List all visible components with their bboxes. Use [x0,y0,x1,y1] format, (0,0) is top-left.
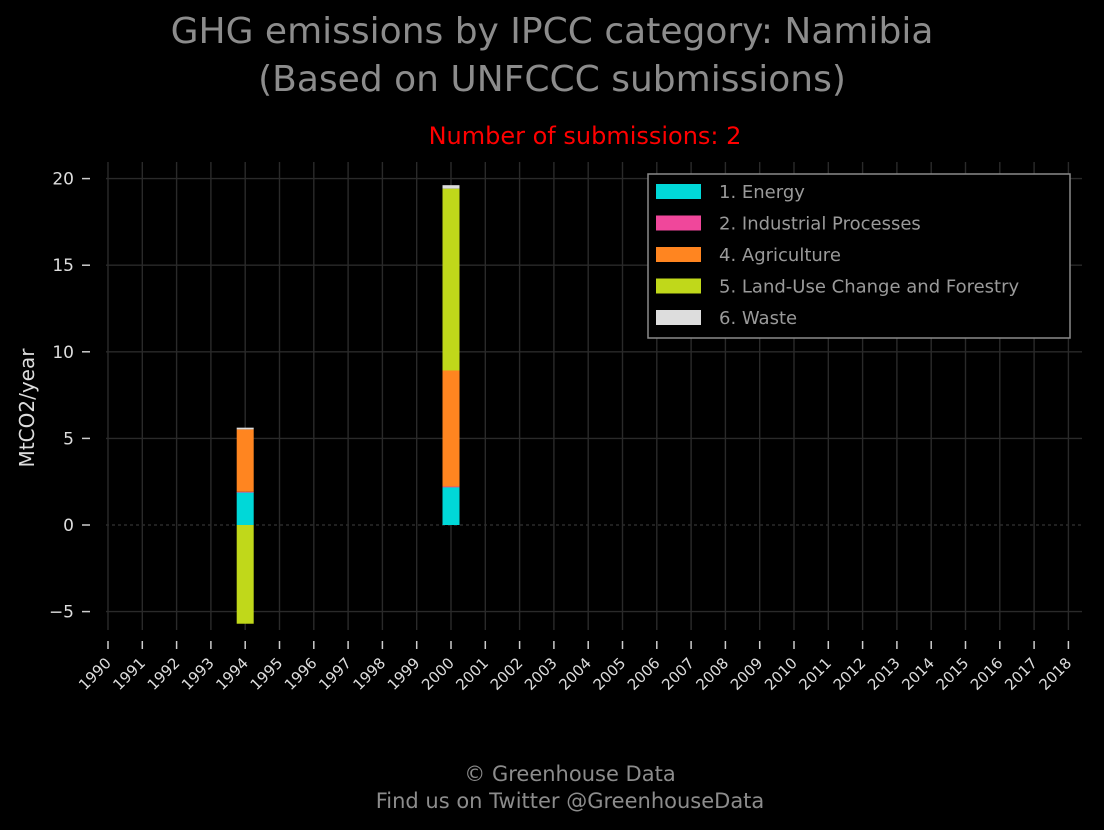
legend-label: 2. Industrial Processes [719,214,921,235]
x-tick-label: 2014 [898,654,938,694]
x-tick-label: 1992 [144,654,184,694]
bar-segment [442,185,460,189]
y-tick-label: 20 [52,170,74,190]
y-tick-label: 0 [63,516,74,536]
x-tick-label: 2016 [967,654,1007,694]
y-tick-label: −5 [49,603,74,623]
x-tick-label: 1998 [349,654,389,694]
legend-swatch [656,215,701,231]
y-axis-label: MtCO2/year [15,348,39,468]
x-tick-label: 2010 [761,654,801,694]
legend-swatch [656,247,701,262]
x-tick-label: 2009 [727,654,767,694]
y-tick-label: 10 [52,343,74,363]
chart-title-line-2: (Based on UNFCCC submissions) [258,59,846,100]
x-tick-label: 2018 [1035,654,1075,694]
bar-segment [442,486,460,525]
x-tick-label: 1999 [384,654,424,694]
x-tick-label: 1997 [315,654,355,694]
bar-segment [236,492,254,525]
x-tick-label: 2006 [624,654,664,694]
x-tick-label: 2005 [590,654,630,694]
x-tick-label: 2007 [658,654,698,694]
legend-box [647,173,1071,339]
x-tick-label: 2001 [452,654,492,694]
legend-label: 4. Agriculture [719,245,841,266]
x-tick-label: 2017 [1001,654,1041,694]
x-tick-label: 1994 [212,654,252,694]
y-tick-label: 15 [52,256,74,276]
x-tick-label: 2002 [487,654,527,694]
legend-swatch [656,184,701,199]
legend-label: 5. Land-Use Change and Forestry [719,277,1019,298]
x-tick-label: 2015 [933,654,973,694]
y-tick-label: 5 [63,429,74,449]
legend-swatch [656,278,701,294]
x-tick-label: 2012 [830,654,870,694]
legend-swatch [656,310,701,325]
x-tick-label: 1991 [109,654,149,694]
x-tick-label: 2000 [418,654,458,694]
legend-label: 6. Waste [719,308,797,329]
x-tick-label: 1996 [281,654,321,694]
x-tick-label: 2008 [692,654,732,694]
bar-segment [442,188,460,371]
bar-segment [442,486,460,488]
submissions-count-subtitle: Number of submissions: 2 [428,122,742,150]
x-tick-label: 1993 [178,654,218,694]
bar-segment [442,370,460,487]
x-tick-label: 2013 [864,654,904,694]
bar-segment [236,525,254,624]
x-tick-label: 1995 [247,654,287,694]
chart-title-line-1: GHG emissions by IPCC category: Namibia [170,11,934,52]
x-tick-label: 2004 [555,654,595,694]
x-tick-label: 1990 [75,654,115,694]
x-tick-label: 2003 [521,654,561,694]
footer-copyright: © Greenhouse Data [464,762,676,786]
x-tick-label: 2011 [795,654,835,694]
bar-segment [236,491,254,493]
bar-segment [236,427,254,430]
footer-twitter[interactable]: Find us on Twitter @GreenhouseData [375,789,765,813]
bar-segment [236,429,254,492]
legend-label: 1. Energy [719,182,805,203]
